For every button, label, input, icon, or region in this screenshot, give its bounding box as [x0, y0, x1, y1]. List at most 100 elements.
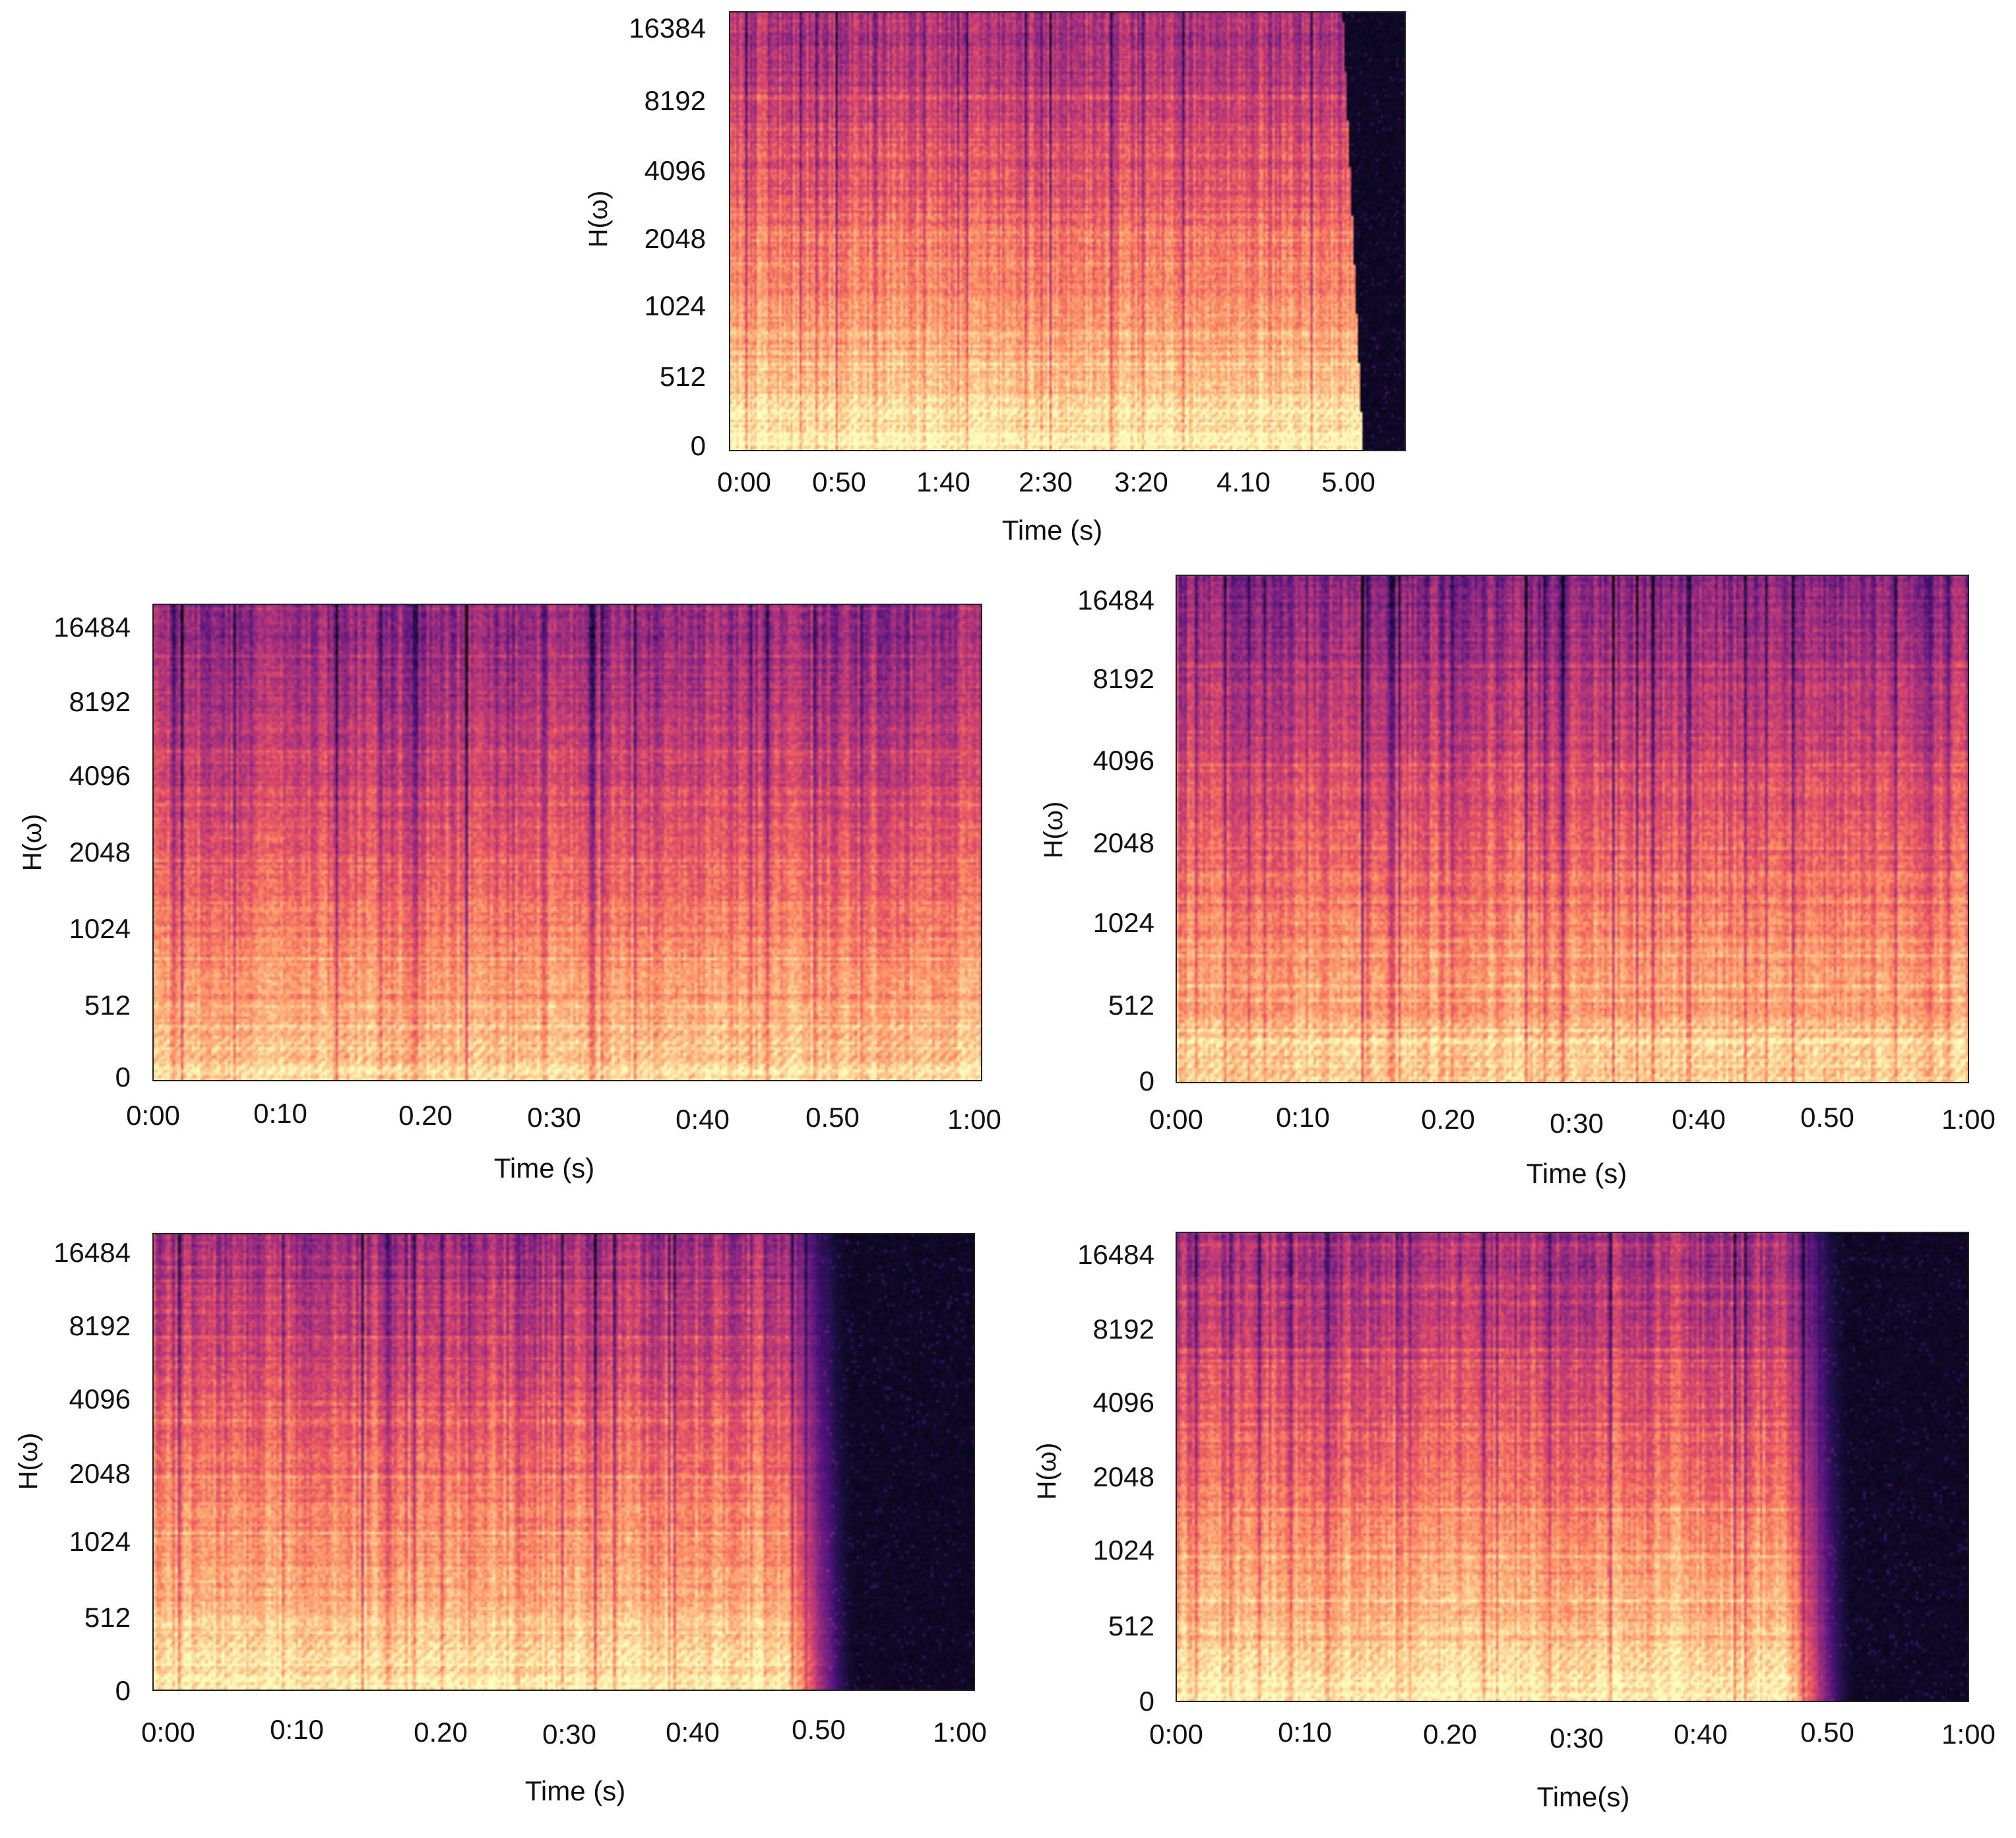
y-tick-label: 1024 [69, 1526, 131, 1557]
plot-frame [152, 604, 982, 1081]
spectrogram-heatmap [153, 1234, 974, 1690]
y-tick-label: 8192 [69, 1310, 131, 1341]
spectrogram-heatmap [1176, 575, 1969, 1083]
x-tick-label: 0.20 [1423, 1719, 1477, 1750]
y-axis: 0 512 1024 2048 4096 8192 16484 H(ω) [1039, 585, 1154, 1096]
x-axis-label: Time(s) [1537, 1781, 1630, 1812]
x-tick-label: 0:40 [1674, 1719, 1728, 1750]
y-tick-label: 0 [115, 1675, 131, 1706]
spectrogram-panel-top: 0 512 1024 2048 4096 8192 16384 H(ω) 0:0… [584, 11, 1406, 546]
x-tick-label: 0.20 [414, 1717, 468, 1748]
y-tick-label: 1024 [69, 913, 131, 944]
x-tick-label: 5.00 [1321, 466, 1375, 497]
x-tick-label: 1:40 [916, 466, 970, 497]
x-tick-label: 3:20 [1114, 466, 1168, 497]
spectrogram-heatmap [153, 604, 982, 1081]
y-tick-label: 2048 [1093, 827, 1154, 858]
y-tick-label: 8192 [69, 686, 131, 717]
x-tick-label: 0.50 [805, 1102, 860, 1133]
spectrogram-heatmap [730, 12, 1405, 451]
plot-frame [1176, 575, 1969, 1083]
x-axis: 0:00 0:10 0.20 0:30 0:40 0.50 1:00 Time … [126, 1098, 1001, 1184]
y-tick-label: 1024 [1093, 907, 1154, 938]
x-tick-label: 0:30 [542, 1719, 596, 1750]
y-tick-label: 2048 [69, 1458, 131, 1489]
y-tick-label: 2048 [645, 223, 706, 254]
y-tick-label: 0 [115, 1062, 131, 1093]
x-axis-label: Time (s) [1527, 1158, 1627, 1189]
y-tick-label: 4096 [69, 1383, 131, 1414]
x-tick-label: 0.50 [1800, 1717, 1854, 1748]
x-tick-label: 0:50 [812, 466, 866, 497]
y-tick-label: 0 [691, 430, 706, 461]
y-tick-label: 4096 [69, 760, 131, 791]
x-tick-label: 0.20 [1421, 1104, 1475, 1135]
spectrogram-panel-middle-right: 0 512 1024 2048 4096 8192 16484 H(ω) 0:0… [1039, 575, 1996, 1189]
y-tick-label: 512 [84, 990, 131, 1021]
x-tick-label: 0.20 [398, 1100, 453, 1131]
spectrogram-panel-bottom-left: 0 512 1024 2048 4096 8192 16484 H(ω) 0:0… [14, 1233, 987, 1806]
x-tick-label: 2:30 [1019, 466, 1073, 497]
x-tick-label: 0:40 [676, 1104, 730, 1135]
y-axis-label: H(ω) [18, 814, 47, 871]
y-tick-label: 8192 [645, 85, 706, 116]
x-tick-label: 4.10 [1216, 466, 1271, 497]
y-tick-label: 0 [1139, 1065, 1154, 1096]
y-tick-label: 512 [1108, 990, 1154, 1021]
y-tick-label: 0 [1139, 1686, 1154, 1717]
y-axis-label: H(ω) [584, 191, 613, 248]
x-tick-label: 0:30 [527, 1102, 581, 1133]
spectrogram-panel-bottom-right: 0 512 1024 2048 4096 8192 16484 H(ω) 0:0… [1032, 1232, 1996, 1812]
y-tick-label: 512 [660, 361, 706, 392]
x-tick-label: 1:00 [933, 1717, 987, 1748]
plot-frame [152, 1233, 975, 1691]
y-tick-label: 4096 [1093, 745, 1154, 776]
x-tick-label: 1:00 [1941, 1104, 1996, 1135]
y-axis-label: H(ω) [1039, 802, 1068, 859]
x-tick-label: 0:10 [270, 1714, 324, 1745]
x-axis-label: Time (s) [525, 1775, 625, 1806]
x-tick-label: 0.50 [1800, 1102, 1854, 1133]
plot-frame [1176, 1232, 1969, 1702]
y-tick-label: 2048 [1093, 1461, 1154, 1492]
x-tick-label: 0:40 [1672, 1104, 1726, 1135]
y-axis: 0 512 1024 2048 4096 8192 16484 H(ω) [18, 612, 131, 1093]
x-tick-label: 0:00 [1149, 1104, 1203, 1135]
y-tick-label: 512 [1108, 1610, 1154, 1641]
x-tick-label: 0:30 [1550, 1108, 1604, 1139]
x-tick-label: 0:10 [1278, 1717, 1332, 1748]
y-tick-label: 1024 [645, 290, 706, 321]
x-axis: 0:00 0:50 1:40 2:30 3:20 4.10 5.00 Time … [717, 466, 1375, 546]
y-tick-label: 16484 [1077, 585, 1154, 616]
x-axis-label: Time (s) [494, 1153, 594, 1184]
x-tick-label: 0.50 [792, 1714, 846, 1745]
x-axis: 0:00 0:10 0.20 0:30 0:40 0.50 1:00 Time(… [1149, 1717, 1996, 1812]
y-tick-label: 8192 [1093, 1314, 1154, 1345]
y-axis-label: H(ω) [14, 1433, 43, 1490]
x-tick-label: 0:40 [666, 1717, 720, 1748]
y-tick-label: 8192 [1093, 663, 1154, 694]
y-tick-label: 2048 [69, 837, 131, 868]
x-tick-label: 0:10 [1276, 1102, 1330, 1133]
x-axis-label: Time (s) [1002, 515, 1102, 546]
y-tick-label: 16384 [629, 13, 706, 44]
plot-frame [729, 11, 1406, 451]
spectrogram-heatmap [1176, 1232, 1969, 1701]
y-tick-label: 16484 [1077, 1239, 1154, 1270]
x-tick-label: 0:10 [253, 1098, 307, 1129]
y-tick-label: 4096 [1093, 1387, 1154, 1418]
y-axis: 0 512 1024 2048 4096 8192 16384 H(ω) [584, 13, 706, 461]
spectrogram-panel-middle-left: 0 512 1024 2048 4096 8192 16484 H(ω) 0:0… [18, 604, 1001, 1184]
y-tick-label: 16484 [53, 612, 131, 643]
x-tick-label: 0:30 [1550, 1723, 1604, 1754]
y-tick-label: 1024 [1093, 1535, 1154, 1566]
x-tick-label: 1:00 [1941, 1719, 1996, 1750]
x-axis: 0:00 0:10 0.20 0:30 0:40 0.50 1:00 Time … [141, 1714, 987, 1806]
y-tick-label: 16484 [53, 1237, 131, 1268]
y-axis: 0 512 1024 2048 4096 8192 16484 H(ω) [14, 1237, 131, 1706]
x-tick-label: 1:00 [947, 1104, 1001, 1135]
x-tick-label: 0:00 [126, 1100, 180, 1131]
x-tick-label: 0:00 [1149, 1719, 1203, 1750]
x-tick-label: 0:00 [141, 1717, 195, 1748]
